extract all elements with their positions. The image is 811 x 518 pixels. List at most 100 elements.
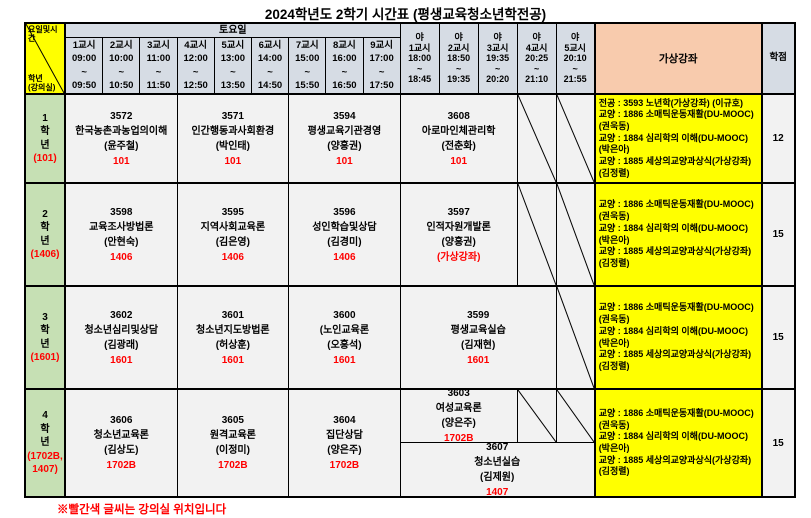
course-room: 1702B: [218, 460, 248, 471]
course-code: 3608: [447, 110, 470, 122]
course-name: 아로마인체관리학: [421, 125, 496, 137]
period-name: 8교시: [333, 40, 356, 52]
grade-label: 1 학 년: [40, 112, 50, 151]
period-tilde: ~: [155, 66, 162, 78]
diagonal-line-icon: [557, 95, 594, 182]
credits-header: 학점: [762, 24, 794, 95]
period-tilde: ~: [304, 66, 310, 78]
crossed-cell: [517, 184, 557, 287]
period-end: 11:50: [146, 79, 171, 91]
night-course-cell: 3599 평생교육실습 (김재현) 1601: [400, 287, 557, 390]
period-name: 5교시: [564, 42, 586, 53]
period-end: 13:50: [220, 79, 245, 91]
grade-cell-2: 2 학 년 (1406): [26, 184, 66, 287]
course-cell: 3571 인간행동과사회환경 (박인태) 101: [177, 95, 290, 184]
period-end: 18:45: [408, 74, 432, 85]
period-tilde: ~: [230, 66, 236, 78]
crossed-cell: [556, 184, 596, 287]
course-name: 청소년지도방법론: [196, 324, 270, 336]
period-header-6: 6교시 14:00 ~ 14:50: [251, 38, 290, 95]
virtual-course-line: 교양 : 1886 소매틱운동재활(DU-MOOC) (권욱동): [598, 302, 754, 325]
course-code: 3599: [467, 309, 490, 321]
period-end: 10:50: [109, 79, 134, 91]
period-tilde: ~: [192, 66, 199, 78]
course-room: 101: [224, 155, 242, 167]
virtual-courses-cell: 교양 : 1886 소매틱운동재활(DU-MOOC) (권욱동) 교양 : 18…: [595, 184, 763, 287]
period-end: 17:50: [369, 79, 394, 91]
period-start: 15:00: [295, 53, 320, 65]
course-name: (노인교육론: [319, 324, 370, 336]
course-professor: (김은영): [215, 236, 250, 248]
period-tilde: ~: [341, 66, 348, 78]
corner-grade-label: 학년 (강의실): [28, 73, 56, 92]
period-name: 1교시: [72, 40, 96, 52]
period-tilde: ~: [495, 63, 501, 74]
course-name: 여성교육론: [435, 403, 482, 414]
night-course-cell: 3597 인적자원개발론 (양홍권) (가상강좌): [400, 184, 518, 287]
course-name: 청소년심리및상담: [84, 324, 159, 336]
period-tilde: ~: [417, 63, 423, 74]
virtual-course-line: 교양 : 1885 세상의교양과상식(가상강좌)(김정렬): [598, 454, 752, 477]
period-name: 4교시: [525, 42, 548, 53]
course-cell: 3596 성인학습및상담 (김경미) 1406: [289, 184, 401, 287]
period-header-9: 9교시 17:00 ~ 17:50: [363, 38, 401, 95]
course-code: 3598: [110, 206, 133, 218]
course-professor: (김광래): [104, 339, 139, 351]
course-professor: (양은주): [441, 418, 476, 429]
diagonal-line-icon: [557, 184, 594, 285]
period-tilde: ~: [534, 63, 540, 74]
course-professor: (김재현): [461, 339, 496, 351]
virtual-course-line: 교양 : 1886 소매틱운동재활(DU-MOOC) (권욱동): [598, 109, 754, 131]
period-end: 21:10: [525, 74, 549, 85]
course-code: 3604: [333, 415, 356, 426]
crossed-cell: [556, 390, 596, 443]
course-code: 3605: [221, 415, 244, 426]
period-header-2: 2교시 10:00 ~ 10:50: [103, 38, 141, 95]
period-tilde: ~: [456, 63, 462, 74]
course-professor: (박인태): [215, 140, 250, 152]
period-end: 12:50: [183, 79, 208, 91]
period-name: 3교시: [147, 40, 170, 52]
course-code: 3606: [110, 415, 133, 426]
course-professor: (양은주): [327, 445, 362, 456]
night-period-header-1: 야 1교시 18:00 ~ 18:45: [400, 24, 440, 95]
grade-cell-3: 3 학 년 (1601): [26, 287, 66, 390]
course-code: 3601: [221, 309, 244, 321]
course-code: 3602: [110, 309, 133, 321]
period-tilde: ~: [118, 66, 125, 78]
course-professor: (양홍권): [327, 140, 362, 152]
course-cell: 3601 청소년지도방법론 (허상훈) 1601: [177, 287, 290, 390]
night-prefix: 야: [571, 31, 580, 42]
period-end: 09:50: [71, 79, 97, 91]
period-end: 15:50: [295, 79, 320, 91]
period-name: 7교시: [295, 40, 319, 52]
night-prefix: 야: [454, 31, 463, 42]
saturday-header: 토요일: [66, 24, 401, 38]
period-header-1: 1교시 09:00 ~ 09:50: [66, 38, 104, 95]
virtual-course-line: 교양 : 1886 소매틱운동재활(DU-MOOC) (권욱동): [598, 199, 754, 222]
grade-label: 2 학 년: [40, 208, 50, 247]
period-name: 2교시: [447, 42, 470, 53]
course-code: 3594: [333, 110, 356, 122]
grade-cell-4: 4 학 년 (1702B, 1407): [26, 390, 66, 496]
course-room: 101: [112, 155, 130, 167]
course-name: 한국농촌과농업의이해: [75, 125, 168, 137]
period-tilde: ~: [81, 66, 87, 78]
course-room: 1601: [110, 354, 133, 366]
course-cell: 3604 집단상담 (양은주) 1702B: [289, 390, 401, 496]
course-code: 3597: [447, 206, 470, 218]
course-cell: 3606 청소년교육론 (김상도) 1702B: [66, 390, 178, 496]
period-start: 10:00: [109, 53, 134, 65]
diagonal-line-icon: [557, 390, 594, 442]
night-prefix: 야: [415, 31, 424, 42]
grade-room: (1702B, 1407): [27, 450, 63, 476]
course-cell: 3605 원격교육론 (이정미) 1702B: [177, 390, 290, 496]
course-code: 3600: [333, 309, 356, 321]
virtual-course-line: 교양 : 1886 소매틱운동재활(DU-MOOC) (권욱동): [598, 407, 754, 430]
crossed-cell: [517, 390, 557, 443]
credits-cell: 15: [762, 287, 794, 390]
course-name: 집단상담: [326, 430, 363, 441]
course-name: 원격교육론: [209, 430, 256, 441]
period-start: 18:00: [408, 53, 432, 64]
